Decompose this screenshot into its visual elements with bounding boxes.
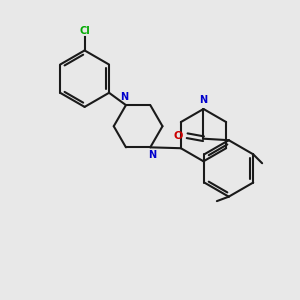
Text: N: N	[148, 150, 156, 160]
Text: N: N	[200, 95, 208, 105]
Text: N: N	[120, 92, 128, 102]
Text: Cl: Cl	[79, 26, 90, 36]
Text: O: O	[173, 131, 183, 141]
